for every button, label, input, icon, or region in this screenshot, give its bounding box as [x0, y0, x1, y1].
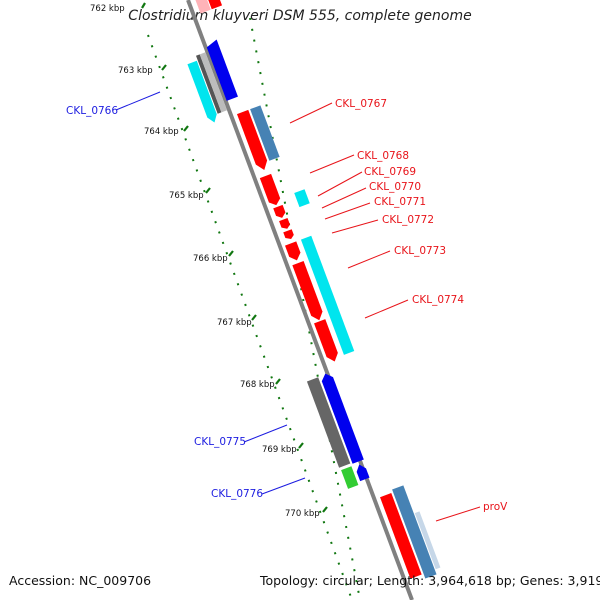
- gene-CKL_0770-cds: [279, 217, 290, 229]
- gene-label-CKL_0769[interactable]: CKL_0769: [364, 166, 416, 178]
- gene-top-partial-red: [204, 0, 223, 10]
- gene-label-CKL_0775[interactable]: CKL_0775: [194, 436, 246, 448]
- kbp-label-765: 765 kbp: [169, 191, 204, 201]
- kbp-label-767: 767 kbp: [217, 318, 252, 328]
- kbp-label-770: 770 kbp: [285, 509, 320, 519]
- genome-backbone: [186, 0, 414, 600]
- map-title: Clostridium kluyveri DSM 555, complete g…: [128, 8, 472, 24]
- kbp-label-766: 766 kbp: [193, 254, 228, 264]
- gene-CKL_0775-rna-gray: [306, 377, 351, 468]
- reverse-label-connectors: [115, 91, 306, 495]
- kbp-label-769: 769 kbp: [262, 445, 297, 455]
- gene-label-CKL_0776[interactable]: CKL_0776: [211, 488, 263, 500]
- gene-CKL_0774-cds: [314, 319, 338, 362]
- kbp-label-764: 764 kbp: [144, 127, 179, 137]
- inner-dotted-ring: [147, 34, 353, 600]
- gene-label-CKL_0773[interactable]: CKL_0773: [394, 245, 446, 257]
- gene-label-CKL_0768[interactable]: CKL_0768: [357, 150, 409, 162]
- gene-CKL_0766-cds: [206, 39, 238, 101]
- gene-CKL_0773-cds: [292, 261, 323, 321]
- kbp-tick-marks: [141, 2, 328, 513]
- gene-CKL_0772-cds: [285, 241, 301, 261]
- gene-CKL_0773-orf: [300, 235, 355, 355]
- gene-CKL_0767-cds: [236, 109, 268, 171]
- kbp-label-768: 768 kbp: [240, 380, 275, 390]
- gene-proV-orf: [392, 485, 437, 579]
- kbp-label-763: 763 kbp: [118, 66, 153, 76]
- kbp-label-762: 762 kbp: [90, 4, 125, 14]
- gene-label-CKL_0772[interactable]: CKL_0772: [382, 214, 434, 226]
- gene-proV-cds: [380, 493, 422, 579]
- gene-CKL_0775-cds: [321, 373, 364, 464]
- gene-CKL_0768-cds: [259, 173, 281, 206]
- gene-CKL_0766-orf: [187, 60, 217, 123]
- gene-label-CKL_0770[interactable]: CKL_0770: [369, 181, 421, 193]
- gene-proV-orf-fade: [414, 511, 441, 570]
- topology-text: Topology: circular; Length: 3,964,618 bp…: [260, 573, 600, 588]
- gene-label-CKL_0767[interactable]: CKL_0767: [335, 98, 387, 110]
- gene-label-proV[interactable]: proV: [483, 501, 508, 513]
- gene-label-CKL_0766[interactable]: CKL_0766: [66, 105, 118, 117]
- gene-CKL_0766-rna-dark: [195, 54, 222, 114]
- gene-top-partial-pink: [192, 0, 211, 14]
- gene-CKL_0776-cds: [356, 464, 370, 482]
- gene-CKL_0776-pseudo: [341, 466, 359, 489]
- gene-CKL_0771-cds: [283, 229, 294, 240]
- gene-CKL_0767-orf: [250, 105, 280, 161]
- gene-label-CKL_0771[interactable]: CKL_0771: [374, 196, 426, 208]
- accession-text: Accession: NC_009706: [9, 573, 152, 588]
- gene-label-CKL_0774[interactable]: CKL_0774: [412, 294, 464, 306]
- forward-label-connectors: [289, 102, 481, 522]
- gene-CKL_0769-cds: [273, 204, 286, 218]
- gene-CKL_0768-orf: [294, 189, 310, 208]
- gene-CKL_0766-rna-light: [199, 52, 228, 113]
